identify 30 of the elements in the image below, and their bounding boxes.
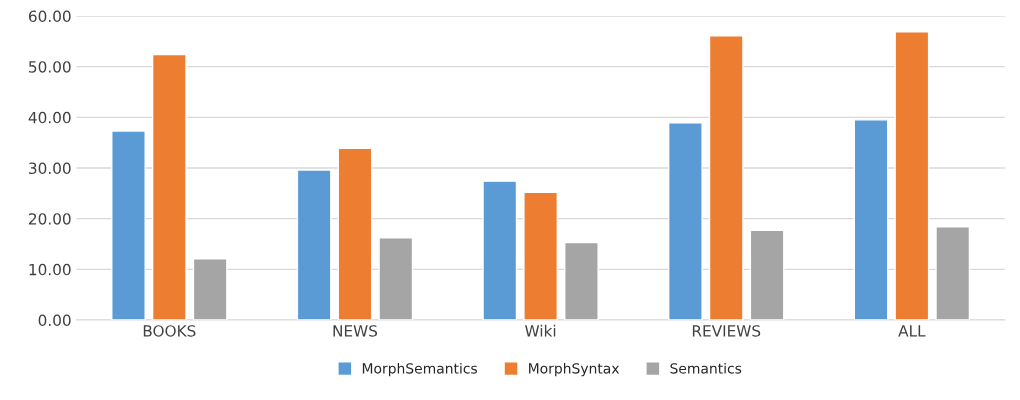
legend-label: Semantics [670, 362, 742, 374]
bar [378, 237, 414, 320]
bar [708, 35, 744, 320]
y-tick-label: 20.00 [29, 213, 71, 225]
bar [853, 119, 889, 320]
bar [523, 191, 559, 320]
y-tick-label: 40.00 [28, 111, 71, 124]
bar [296, 169, 332, 320]
legend-label: MorphSemantics [362, 362, 478, 377]
x-tick-label: BOOKS [143, 325, 196, 337]
bar [482, 180, 518, 320]
bar [935, 226, 971, 320]
bar [192, 257, 228, 320]
bar [564, 241, 599, 320]
y-tick-label: 0.00 [38, 314, 71, 327]
x-tick-label: Wiki [525, 324, 556, 337]
bar [749, 229, 785, 320]
bar [667, 122, 703, 320]
x-tick-label: ALL [898, 325, 926, 337]
legend-label: MorphSyntax [529, 362, 620, 377]
x-tick-label: NEWS [333, 325, 378, 337]
y-tick-label: 30.00 [29, 162, 71, 175]
bar [151, 53, 187, 320]
y-tick-label: 50.00 [29, 61, 71, 73]
x-tick-label: REVIEWS [692, 325, 761, 337]
bar [337, 147, 373, 320]
bar [894, 31, 930, 320]
y-tick-label: 60.00 [28, 10, 71, 23]
y-tick-label: 10.00 [29, 263, 71, 276]
bar [111, 130, 146, 320]
